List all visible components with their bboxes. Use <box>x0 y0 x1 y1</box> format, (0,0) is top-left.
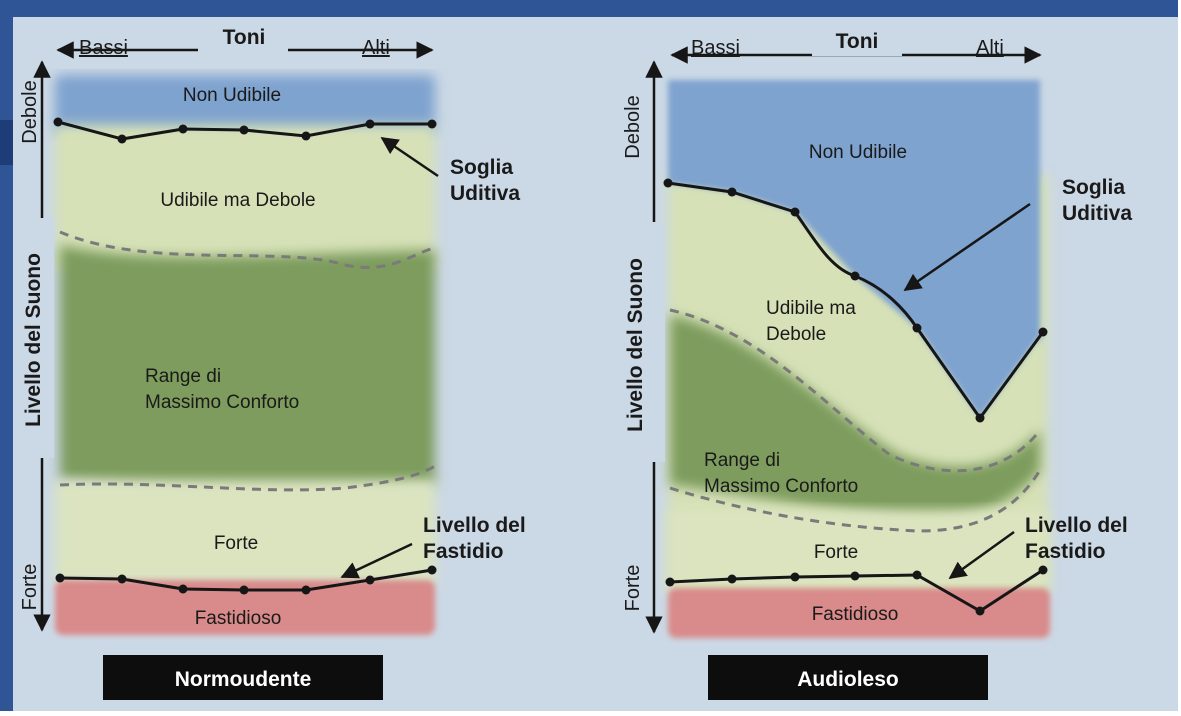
right-range-label-2: Massimo Conforto <box>704 476 858 497</box>
right-zone-fastidioso <box>668 588 1050 638</box>
left-soglia-label-1: Soglia <box>450 156 513 179</box>
left-forte-label: Forte <box>214 533 258 554</box>
left-threshold-points <box>53 117 437 144</box>
left-livello-axis-label: Livello del Suono <box>22 253 45 427</box>
right-udibile-label-1: Udibile ma <box>766 298 856 319</box>
left-zone-udibile-debole <box>55 125 435 270</box>
right-fastidio-arrow <box>948 530 1015 580</box>
right-threshold-points <box>663 178 1048 423</box>
right-forte-label: Forte <box>814 542 858 563</box>
left-forte-axis-label: Forte <box>19 564 41 611</box>
right-fastidio-label-2: Fastidio <box>1025 540 1106 563</box>
left-udibile-debole-label: Udibile ma Debole <box>160 190 315 211</box>
right-panel: Bassi Toni Alti Debole Livello del Suono… <box>622 30 1132 700</box>
right-udibile-label-2: Debole <box>766 324 826 345</box>
left-comfort-upper-bound <box>59 230 436 269</box>
right-discomfort-points <box>665 565 1048 616</box>
right-non-udibile-label: Non Udibile <box>809 142 907 163</box>
right-alti-label: Alti <box>976 37 1004 59</box>
right-fastidio-label-1: Livello del <box>1025 514 1128 537</box>
left-zone-non-udibile <box>55 75 435 135</box>
right-bassi-label: Bassi <box>691 37 740 59</box>
frame-left-border <box>0 0 13 711</box>
left-zone-fastidioso <box>55 580 435 635</box>
right-range-label-1: Range di <box>704 450 780 471</box>
right-toni-label: Toni <box>836 30 879 53</box>
right-soglia-label-1: Soglia <box>1062 176 1125 199</box>
frame-top-border <box>0 0 1181 17</box>
left-panel: Bassi Toni Alti Debole Livello del Suono… <box>19 26 526 700</box>
right-soglia-label-2: Uditiva <box>1062 202 1132 225</box>
left-comfort-lower-bound <box>59 464 436 492</box>
left-fastidioso-label: Fastidioso <box>195 608 282 629</box>
frame-right-edge <box>1178 0 1181 711</box>
left-range-label-1: Range di <box>145 366 221 387</box>
right-toni-backing <box>812 34 902 56</box>
left-caption-box <box>103 655 383 700</box>
right-debole-axis-label: Debole <box>622 95 644 158</box>
left-caption-label: Normoudente <box>175 668 312 691</box>
right-caption-box <box>708 655 988 700</box>
right-caption-label: Audioleso <box>797 668 899 691</box>
left-toni-label: Toni <box>223 26 266 49</box>
right-comfort-lower-bound <box>669 469 1042 533</box>
left-non-udibile-label: Non Udibile <box>183 85 281 106</box>
frame-left-notch <box>0 120 13 165</box>
right-comfort-upper-bound <box>669 308 1042 473</box>
left-toni-backing <box>198 30 288 52</box>
right-fastidioso-label: Fastidioso <box>812 604 899 625</box>
left-zone-comfort <box>60 245 435 491</box>
left-bassi-label: Bassi <box>79 37 128 59</box>
left-range-label-2: Massimo Conforto <box>145 392 299 413</box>
left-fastidio-label-2: Fastidio <box>423 540 504 563</box>
left-fastidio-label-1: Livello del <box>423 514 526 537</box>
left-livello-backing <box>32 218 54 458</box>
left-zone-forte <box>55 480 435 585</box>
left-alti-label: Alti <box>362 37 390 59</box>
left-discomfort-points <box>55 565 437 595</box>
left-debole-axis-label: Debole <box>19 80 41 143</box>
right-livello-backing <box>643 222 665 462</box>
left-soglia-label-2: Uditiva <box>450 182 520 205</box>
left-fastidio-arrow <box>340 542 413 579</box>
right-zone-comfort <box>670 315 1040 520</box>
left-soglia-arrow <box>380 136 439 178</box>
right-zone-non-udibile <box>668 80 1043 418</box>
right-soglia-arrow <box>903 202 1031 292</box>
right-forte-axis-label: Forte <box>622 565 644 612</box>
right-livello-axis-label: Livello del Suono <box>624 258 647 432</box>
